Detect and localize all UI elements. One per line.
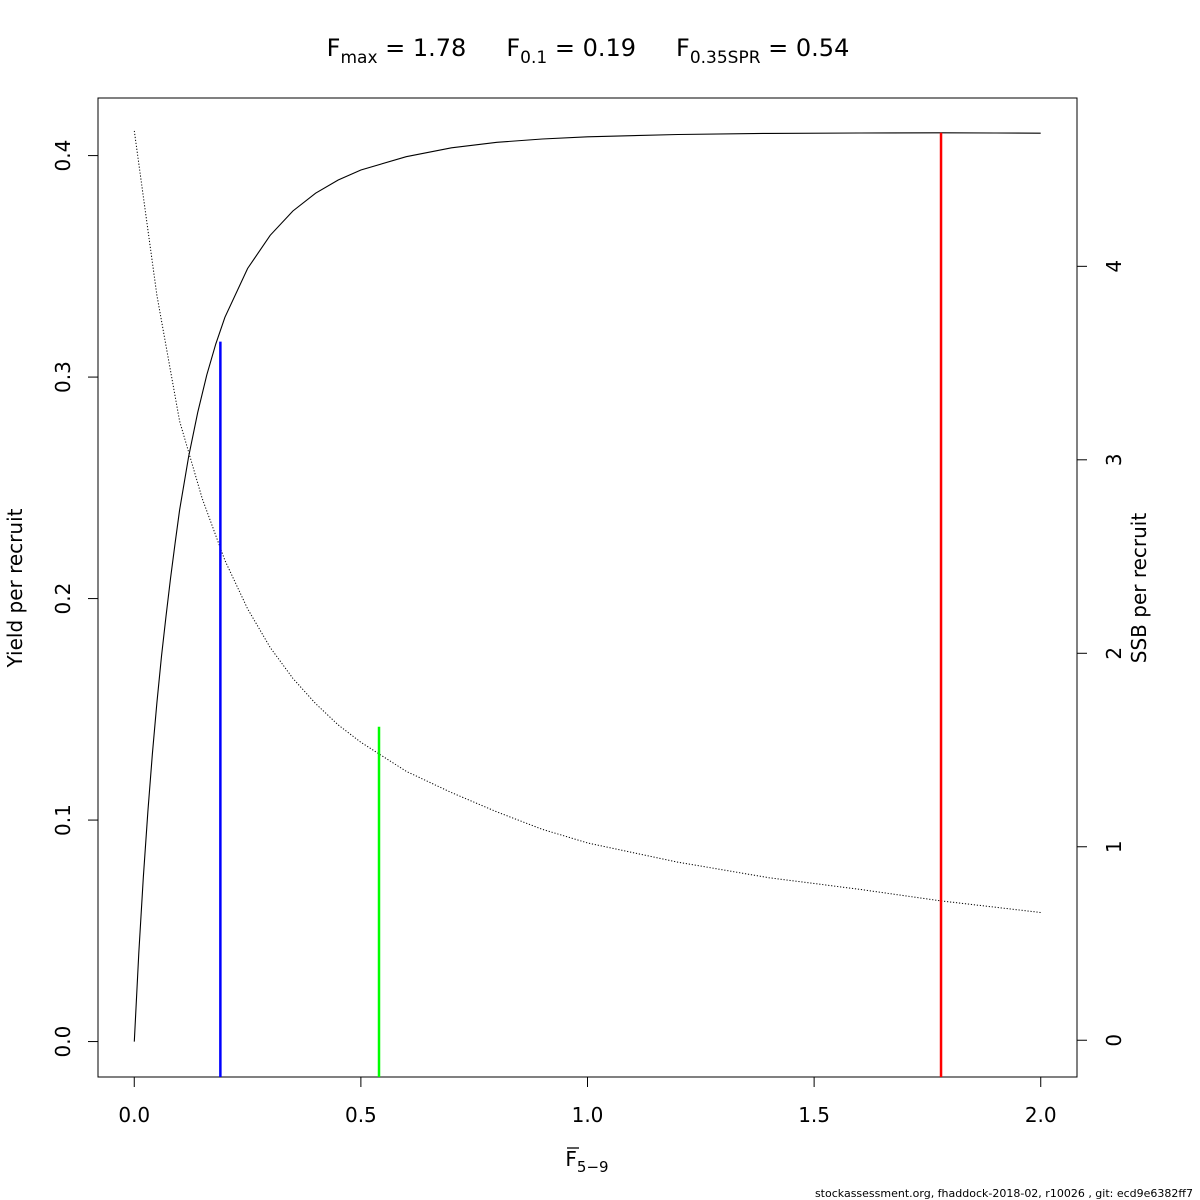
title-f01-value: 0.19 [583,34,636,62]
x-axis-label-base: F [565,1147,577,1171]
y-left-tick-label: 0.2 [51,583,75,615]
y-left-tick-label: 0.1 [51,804,75,836]
title-f01-base: F [506,34,520,62]
title-f01-sub: 0.1 [520,48,547,68]
chart-marks [133,130,1041,1077]
y-left-tick-label: 0.0 [51,1026,75,1058]
title-f035-value: 0.54 [796,34,849,62]
x-tick-label: 2.0 [1025,1103,1057,1127]
title-fmax-base: F [327,34,341,62]
title-f035-sub: 0.35SPR [690,48,761,68]
y-right-tick-label: 1 [1102,840,1126,853]
x-tick-label: 0.0 [118,1103,150,1127]
title-fmax-value: 1.78 [413,34,466,62]
y-left-tick-label: 0.4 [51,140,75,172]
plot-frame [97,97,1078,1078]
chart-title: Fmax = 1.78 F0.1 = 0.19 F0.35SPR = 0.54 [327,34,850,68]
x-axis-label: F5−9 [565,1147,608,1176]
y-right-tick-label: 0 [1102,1034,1126,1047]
x-tick-label: 1.5 [798,1103,830,1127]
title-fmax-sub: max [340,48,377,68]
ssb-per-recruit-curve [133,130,1041,913]
footer-credit: stockassessment.org, fhaddock-2018-02, r… [815,1187,1193,1200]
chart-axes: 0.0 0.5 1.0 1.5 2.0 0.0 0.1 0.2 0.3 0.4 0 1 2 3 4 [51,140,1126,1127]
x-axis-label-sub: 5−9 [577,1158,609,1176]
x-tick-label: 1.0 [572,1103,604,1127]
y-right-tick-label: 2 [1102,647,1126,660]
y-left-axis-label: Yield per recruit [3,508,27,668]
y-left-tick-label: 0.3 [51,361,75,393]
yield-per-recruit-curve [133,132,1041,1042]
y-right-tick-label: 4 [1102,260,1126,273]
y-right-axis-label: SSB per recruit [1127,513,1151,664]
x-tick-label: 0.5 [345,1103,377,1127]
y-right-tick-label: 3 [1102,453,1126,466]
title-f035-base: F [676,34,690,62]
